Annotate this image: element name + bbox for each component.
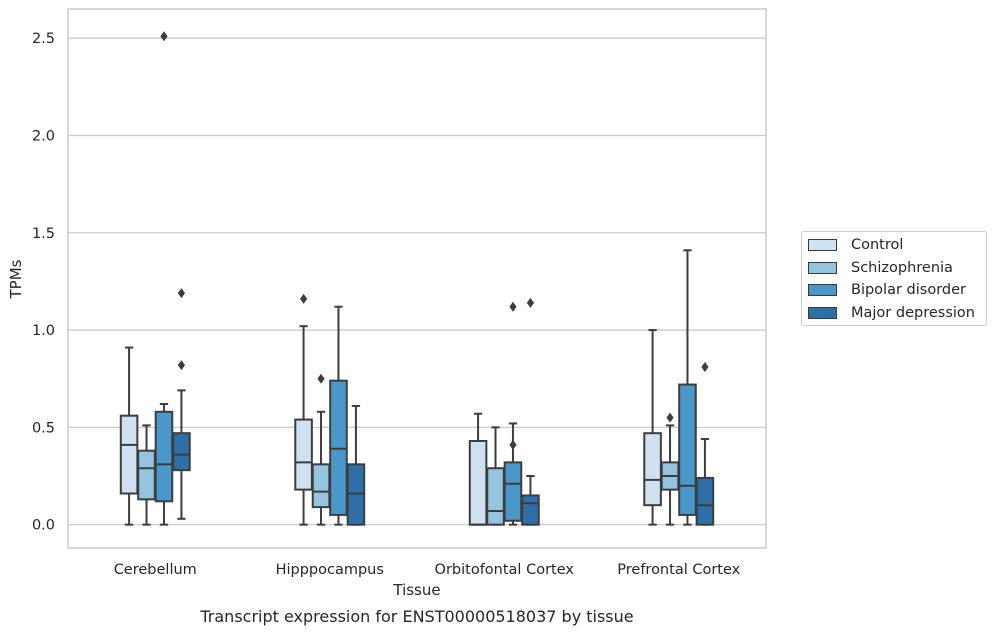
series-control xyxy=(119,293,662,526)
box xyxy=(119,346,139,526)
box-body xyxy=(468,439,488,526)
box xyxy=(643,329,662,526)
box xyxy=(503,301,523,526)
y-tick-label: 0.0 xyxy=(32,518,55,534)
legend: Control Schizophrenia Bipolar disorder Majo… xyxy=(801,231,987,326)
x-axis-label: Tissue xyxy=(392,581,440,599)
outlier-point xyxy=(317,373,325,384)
box-body xyxy=(154,410,174,503)
x-tick-label: Prefrontal Cortex xyxy=(617,562,740,578)
box xyxy=(660,412,680,526)
y-tick-label: 1.5 xyxy=(32,226,55,242)
y-tick-label: 2.0 xyxy=(32,128,55,144)
box-body xyxy=(503,461,523,522)
box-body xyxy=(311,463,331,509)
box xyxy=(346,404,366,526)
y-tick-label: 0.5 xyxy=(32,420,55,436)
box-body xyxy=(486,467,505,526)
box-body xyxy=(119,414,139,495)
y-tick-label: 1.0 xyxy=(32,323,55,339)
box xyxy=(329,305,348,526)
outlier-point xyxy=(666,412,674,423)
box xyxy=(521,297,540,526)
series-bipolar-disorder xyxy=(154,31,697,526)
box xyxy=(678,249,697,526)
x-tick-label: Cerebellum xyxy=(114,562,197,578)
box-body xyxy=(172,432,191,472)
box-body xyxy=(294,418,313,491)
box xyxy=(311,373,331,526)
box xyxy=(154,31,174,526)
legend-swatch xyxy=(808,261,837,274)
legend-swatch xyxy=(808,239,837,252)
box-body xyxy=(643,432,662,507)
y-axis-label: TPMs xyxy=(7,259,25,299)
legend-item: Major depression xyxy=(808,302,986,325)
outlier-point xyxy=(299,293,308,304)
box-groups xyxy=(119,31,715,526)
box-body xyxy=(695,476,715,526)
y-tick-labels: 0.0 0.5 1.0 1.5 2.0 2.5 xyxy=(32,31,55,533)
box-body xyxy=(137,449,156,501)
box xyxy=(486,426,505,526)
box xyxy=(172,288,191,520)
outlier-point xyxy=(701,362,709,373)
legend-swatch xyxy=(808,284,837,297)
legend-item: Control xyxy=(808,234,986,257)
legend-swatch xyxy=(808,306,837,319)
x-tick-label: Orbitofontal Cortex xyxy=(435,562,575,578)
box-body xyxy=(678,383,697,516)
legend-label: Control xyxy=(851,237,904,254)
legend-label: Schizophrenia xyxy=(851,259,953,276)
box xyxy=(137,424,156,526)
legend-item: Bipolar disorder xyxy=(808,279,986,302)
box-body xyxy=(521,494,540,526)
legend-label: Major depression xyxy=(851,304,975,321)
outlier-point xyxy=(160,31,168,42)
x-tick-labels: Cerebellum Hipppocampus Orbitofontal Corte… xyxy=(114,562,741,578)
box xyxy=(695,362,715,526)
box xyxy=(468,412,488,526)
plot-frame xyxy=(67,8,767,549)
box xyxy=(294,293,313,526)
legend-item: Schizophrenia xyxy=(808,257,986,280)
x-tick-label: Hipppocampus xyxy=(276,562,384,578)
outlier-point xyxy=(526,297,535,308)
legend-label: Bipolar disorder xyxy=(851,282,966,299)
outlier-point xyxy=(177,360,186,371)
y-tick-label: 2.5 xyxy=(32,31,55,47)
series-schizophrenia xyxy=(137,373,680,526)
series-major-depression xyxy=(172,288,715,526)
outlier-point xyxy=(177,288,186,299)
outlier-point xyxy=(509,301,517,312)
chart-title: Transcript expression for ENST0000051803… xyxy=(199,607,633,626)
outlier-point xyxy=(509,439,517,450)
